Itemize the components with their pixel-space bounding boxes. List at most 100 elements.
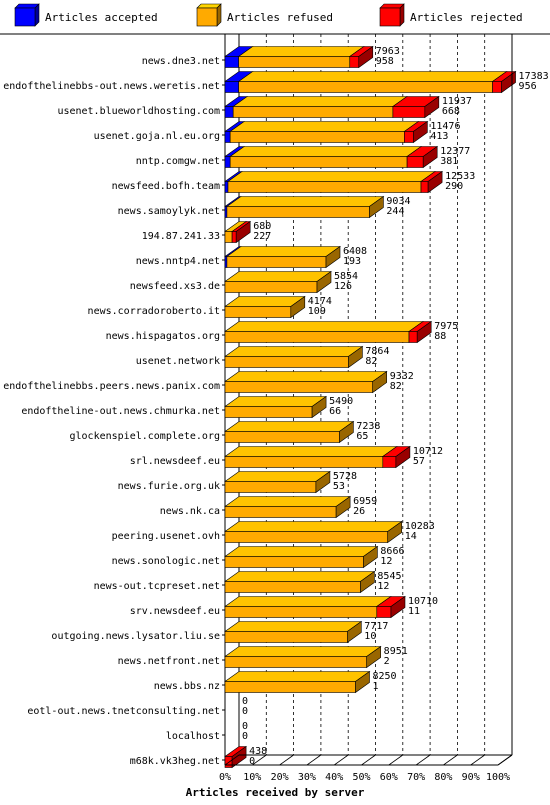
server-label: news.nk.ca bbox=[160, 506, 220, 517]
bar-side bbox=[363, 545, 378, 569]
legend-swatch-side-refused bbox=[216, 3, 222, 27]
bar-refused bbox=[224, 631, 348, 643]
value-total: 8545 bbox=[377, 571, 401, 582]
value-rejected: 381 bbox=[440, 156, 458, 167]
bar-side bbox=[413, 120, 428, 144]
server-label: news-out.tcpreset.net bbox=[94, 581, 220, 592]
value-total: 8250 bbox=[372, 671, 396, 682]
bar-refused bbox=[224, 431, 340, 443]
bar-top-refused bbox=[224, 571, 376, 582]
bar-refused bbox=[224, 556, 364, 568]
value-total: 11476 bbox=[430, 121, 460, 132]
value-total: 7717 bbox=[364, 621, 388, 632]
value-rejected: 26 bbox=[353, 506, 365, 517]
bar-refused bbox=[224, 306, 292, 318]
value-total: 7963 bbox=[376, 46, 400, 57]
legend-swatch-side-accepted bbox=[34, 3, 40, 27]
server-label: endofthelinebbs-out.news.weretis.net bbox=[3, 81, 220, 92]
x-tick-label: 60% bbox=[380, 772, 398, 783]
bar-top-refused bbox=[224, 371, 388, 382]
server-label: news.netfront.net bbox=[118, 656, 220, 667]
bar-accepted bbox=[224, 106, 234, 118]
value-total: 0 bbox=[242, 721, 248, 732]
x-tick-mark bbox=[279, 754, 294, 766]
bar-side bbox=[231, 745, 247, 769]
value-total: 7238 bbox=[356, 421, 380, 432]
bar-rejected bbox=[349, 56, 360, 68]
bar-top-refused bbox=[224, 271, 332, 282]
value-total: 12377 bbox=[440, 146, 470, 157]
bar-side bbox=[416, 320, 432, 344]
bar-refused bbox=[229, 156, 408, 168]
bar-top-refused bbox=[224, 396, 328, 407]
bar-rejected bbox=[492, 81, 502, 93]
value-total: 10283 bbox=[405, 521, 435, 532]
bar-group bbox=[224, 70, 517, 94]
server-label: news.furie.org.uk bbox=[118, 481, 220, 492]
x-axis-title: Articles received by server bbox=[186, 786, 365, 799]
legend-label-refused: Articles refused bbox=[227, 11, 333, 24]
value-total: 6408 bbox=[343, 246, 367, 257]
x-tick-label: 90% bbox=[462, 772, 480, 783]
server-label: nntp.comgw.net bbox=[136, 156, 220, 167]
bar-top-refused bbox=[237, 46, 365, 57]
value-total: 7975 bbox=[434, 321, 458, 332]
server-label: outgoing.news.lysator.liu.se bbox=[51, 631, 220, 642]
value-total: 0 bbox=[242, 696, 248, 707]
server-label: eotl-out.news.tnetconsulting.net bbox=[27, 706, 220, 717]
bar-refused bbox=[226, 206, 370, 218]
server-label: srl.newsdeef.eu bbox=[130, 456, 220, 467]
x-tick-mark bbox=[306, 754, 322, 766]
x-tick-mark bbox=[333, 754, 349, 766]
value-rejected: 1 bbox=[372, 681, 378, 692]
server-label: news.sonologic.net bbox=[112, 556, 220, 567]
value-rejected: 668 bbox=[442, 106, 460, 117]
legend-item-refused: Articles refused bbox=[196, 3, 333, 27]
server-label: m68k.vk3heg.net bbox=[130, 756, 220, 767]
bar-refused bbox=[224, 331, 410, 343]
bar-side bbox=[311, 395, 327, 419]
bar-refused bbox=[224, 281, 318, 293]
bar-rejected bbox=[404, 131, 414, 143]
legend-swatch-accepted bbox=[14, 7, 36, 27]
bar-refused bbox=[224, 606, 378, 618]
bar-accepted bbox=[224, 56, 239, 68]
bar-top-refused bbox=[232, 96, 408, 107]
bar-refused bbox=[224, 681, 356, 693]
bar-top-refused bbox=[224, 596, 392, 607]
value-total: 10710 bbox=[408, 596, 438, 607]
value-total: 11937 bbox=[442, 96, 472, 107]
bar-group bbox=[224, 370, 388, 394]
bar-group bbox=[224, 145, 439, 169]
value-total: 8666 bbox=[380, 546, 404, 557]
server-label: news.corradoroberto.it bbox=[88, 306, 220, 317]
value-rejected: 2 bbox=[384, 656, 390, 667]
x-tick-mark bbox=[443, 754, 458, 766]
bar-top-refused bbox=[224, 421, 355, 432]
value-total: 4174 bbox=[308, 296, 332, 307]
value-total: 438 bbox=[249, 746, 267, 757]
bar-group bbox=[224, 195, 385, 219]
value-rejected: 0 bbox=[242, 731, 248, 742]
x-tick-label: 80% bbox=[434, 772, 452, 783]
bar-side bbox=[360, 570, 375, 594]
bar-group bbox=[224, 120, 429, 144]
server-label: news.hispagatos.org bbox=[106, 331, 220, 342]
bar-rejected bbox=[406, 156, 424, 168]
value-total: 17383 bbox=[519, 71, 549, 82]
server-label: endoftheline-out.news.chmurka.net bbox=[21, 406, 220, 417]
x-tick-label: 50% bbox=[352, 772, 370, 783]
bar-group bbox=[224, 245, 341, 269]
bar-refused bbox=[226, 256, 327, 268]
bar-top-refused bbox=[224, 496, 352, 507]
bar-side bbox=[358, 45, 374, 69]
bar-group bbox=[224, 295, 306, 319]
bar-side bbox=[235, 220, 251, 244]
server-label: newsfeed.xs3.de bbox=[130, 281, 220, 292]
bar-side bbox=[316, 270, 332, 294]
bar-group bbox=[224, 320, 433, 344]
bar-top-refused bbox=[224, 471, 331, 482]
bar-refused bbox=[224, 506, 337, 518]
bar-top-refused bbox=[224, 521, 403, 532]
